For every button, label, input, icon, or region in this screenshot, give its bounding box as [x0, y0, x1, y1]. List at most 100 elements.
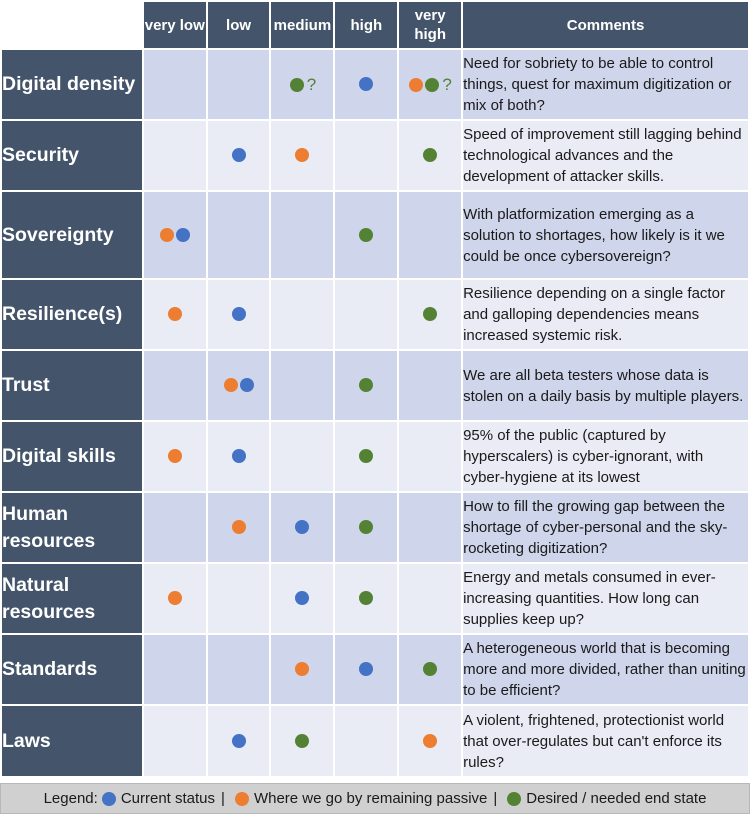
row-label: Sovereignty — [0, 190, 144, 280]
cell-very-low — [141, 491, 208, 564]
cell-low — [205, 562, 272, 635]
col-header-very-high: very high — [397, 0, 464, 50]
cell-high — [333, 349, 400, 422]
comment-cell: How to fill the growing gap between the … — [461, 491, 750, 564]
passive-dot-icon — [167, 449, 182, 464]
cell-high — [333, 491, 400, 564]
legend-prefix: Legend: — [43, 790, 98, 807]
current-dot-icon — [295, 591, 310, 606]
legend-desired-dot-icon — [507, 791, 522, 806]
col-header-high: high — [333, 0, 400, 50]
cell-medium — [269, 420, 336, 493]
cell-very-low — [141, 278, 208, 351]
assessment-matrix: very low low medium high very high Comme… — [0, 0, 750, 778]
passive-dot-icon — [223, 378, 238, 393]
cell-very-low — [141, 704, 208, 778]
cell-very-high — [397, 278, 464, 351]
cell-high — [333, 562, 400, 635]
legend-bar: Legend: Current status | Where we go by … — [0, 783, 750, 814]
cell-medium — [269, 704, 336, 778]
cell-very-high — [397, 349, 464, 422]
passive-dot-icon — [231, 520, 246, 535]
cell-very-high: ? — [397, 48, 464, 121]
cell-low — [205, 48, 272, 121]
passive-dot-icon — [295, 662, 310, 677]
header-row: very low low medium high very high Comme… — [0, 0, 750, 50]
cell-medium — [269, 119, 336, 192]
table-row: Human resources How to fill the growing g… — [0, 491, 750, 564]
cell-very-low — [141, 633, 208, 706]
col-header-medium: medium — [269, 0, 336, 50]
cell-medium — [269, 278, 336, 351]
comment-cell: With platformization emerging as a solut… — [461, 190, 750, 280]
cell-medium: ? — [269, 48, 336, 121]
cell-high — [333, 704, 400, 778]
cell-very-low — [141, 349, 208, 422]
cell-high — [333, 48, 400, 121]
table-row: Laws A violent, frightened, protectionist… — [0, 704, 750, 778]
desired-dot-icon — [295, 733, 310, 748]
col-header-comments: Comments — [461, 0, 750, 50]
legend-separator: | — [493, 790, 498, 807]
cell-high — [333, 278, 400, 351]
table-row: Security Speed of improvement still laggi… — [0, 119, 750, 192]
cell-low — [205, 349, 272, 422]
cell-high — [333, 119, 400, 192]
row-label: Standards — [0, 633, 144, 706]
cell-very-low — [141, 190, 208, 280]
cell-high — [333, 633, 400, 706]
current-dot-icon — [231, 733, 246, 748]
current-dot-icon — [359, 662, 374, 677]
table-row: Natural resources Energy and metals consu… — [0, 562, 750, 635]
row-label: Resilience(s) — [0, 278, 144, 351]
cell-very-low — [141, 562, 208, 635]
cell-very-high — [397, 491, 464, 564]
desired-dot-icon — [359, 520, 374, 535]
comment-cell: Energy and metals consumed in ever-incre… — [461, 562, 750, 635]
cell-low — [205, 420, 272, 493]
uncertain-marker: ? — [306, 74, 317, 94]
row-label: Trust — [0, 349, 144, 422]
cell-very-high — [397, 119, 464, 192]
comment-cell: Speed of improvement still lagging behin… — [461, 119, 750, 192]
table-row: Resilience(s) Resilience depending on a s… — [0, 278, 750, 351]
current-dot-icon — [231, 449, 246, 464]
comment-cell: We are all beta testers whose data is st… — [461, 349, 750, 422]
table-row: Digital skills 95% of the public (capture… — [0, 420, 750, 493]
cell-very-high — [397, 420, 464, 493]
current-dot-icon — [239, 378, 254, 393]
cell-low — [205, 119, 272, 192]
legend-current-label: Current status — [120, 790, 216, 807]
desired-dot-icon — [289, 77, 304, 92]
row-label: Human resources — [0, 491, 144, 564]
cell-very-low — [141, 48, 208, 121]
cell-very-high — [397, 562, 464, 635]
table-row: Digital density?? Need for sobriety to be… — [0, 48, 750, 121]
passive-dot-icon — [409, 77, 424, 92]
comment-cell: A violent, frightened, protectionist wor… — [461, 704, 750, 778]
row-label: Laws — [0, 704, 144, 778]
legend-passive-label: Where we go by remaining passive — [253, 790, 488, 807]
desired-dot-icon — [425, 77, 440, 92]
cell-low — [205, 491, 272, 564]
current-dot-icon — [231, 148, 246, 163]
cell-high — [333, 420, 400, 493]
passive-dot-icon — [295, 148, 310, 163]
comment-cell: A heterogeneous world that is becoming m… — [461, 633, 750, 706]
cell-very-high — [397, 190, 464, 280]
legend-current-dot-icon — [101, 791, 116, 806]
cell-very-high — [397, 704, 464, 778]
desired-dot-icon — [359, 378, 374, 393]
table-row: Sovereignty With platformization emerging… — [0, 190, 750, 280]
cell-medium — [269, 349, 336, 422]
col-header-low: low — [205, 0, 272, 50]
legend-passive-dot-icon — [234, 791, 249, 806]
comment-cell: Resilience depending on a single factor … — [461, 278, 750, 351]
col-header-very-low: very low — [141, 0, 208, 50]
cell-low — [205, 278, 272, 351]
current-dot-icon — [175, 227, 190, 242]
legend-separator: | — [221, 790, 225, 807]
uncertain-marker: ? — [442, 74, 452, 94]
desired-dot-icon — [359, 591, 374, 606]
passive-dot-icon — [423, 733, 438, 748]
